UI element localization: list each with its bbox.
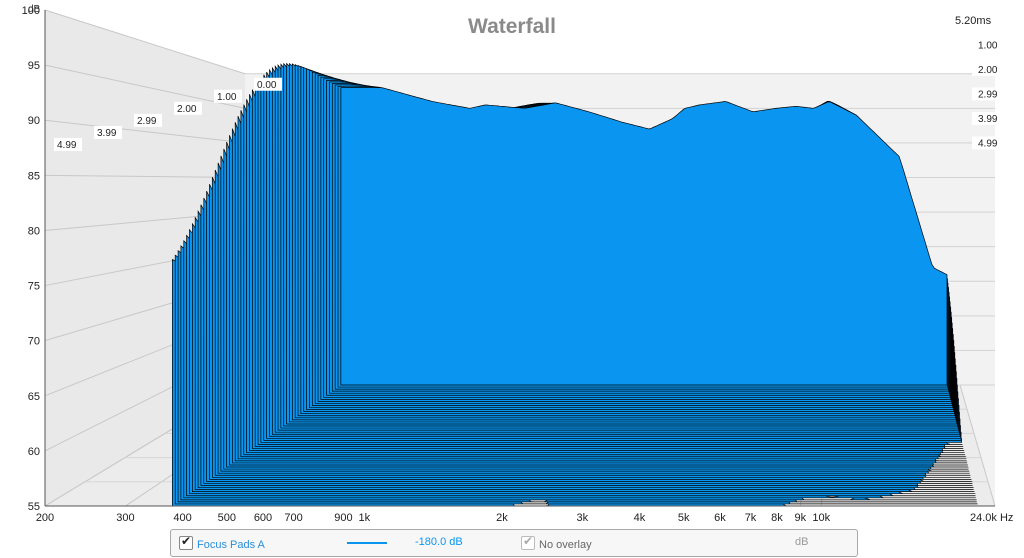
axes: 55 60 65 70 75 80 85 90 95 100 200 300 400 500 600 700 9… xyxy=(22,5,1014,524)
svg-text:1.00: 1.00 xyxy=(217,92,237,103)
x-tick-label: 7k xyxy=(745,512,757,524)
y-tick-label: 60 xyxy=(28,446,40,458)
y-tick-label: 90 xyxy=(28,115,40,127)
time-label-right: 2.99 xyxy=(972,87,1002,101)
x-tick-label: 400 xyxy=(173,512,191,524)
time-label-right: 2.00 xyxy=(972,63,1002,76)
x-tick-label: 2k xyxy=(496,512,508,524)
x-tick-label: 5k xyxy=(678,512,690,524)
x-tick-label: 300 xyxy=(116,512,134,524)
overlay-unit: dB xyxy=(795,536,809,548)
overlay-checkbox[interactable] xyxy=(521,534,535,550)
overlay-label: No overlay xyxy=(539,539,592,551)
time-label-right: 5.20ms xyxy=(955,14,1002,27)
series-checkbox[interactable] xyxy=(179,534,193,550)
x-tick-label: 200 xyxy=(36,512,54,524)
y-tick-label: 55 xyxy=(28,501,40,513)
y-tick-label: 100 xyxy=(22,5,40,17)
y-tick-label: 75 xyxy=(28,281,40,293)
svg-text:4.99: 4.99 xyxy=(978,139,998,150)
time-label-right: 3.99 xyxy=(972,112,1002,125)
svg-text:3.99: 3.99 xyxy=(97,128,117,139)
svg-text:0.00: 0.00 xyxy=(257,80,277,91)
x-tick-label: 700 xyxy=(284,512,302,524)
series-level: -180.0 dB xyxy=(415,536,463,548)
x-tick-label: 900 xyxy=(334,512,352,524)
x-tick-label: 4k xyxy=(634,512,646,524)
svg-text:2.99: 2.99 xyxy=(137,116,157,127)
time-label-right: 1.00 xyxy=(972,38,1002,52)
y-tick-label: 70 xyxy=(28,336,40,348)
series-toggle[interactable]: Focus Pads A xyxy=(179,534,265,551)
waterfall-chart: 55 60 65 70 75 80 85 90 95 100 200 300 400 500 600 700 9… xyxy=(21,4,1014,524)
x-tick-label: 3k xyxy=(577,512,589,524)
legend-bar: Focus Pads A -180.0 dB No overlay dB xyxy=(170,529,858,557)
x-tick-label: 500 xyxy=(218,512,236,524)
time-label-right: 4.99 xyxy=(972,136,1002,150)
x-tick-label: 8k xyxy=(771,512,783,524)
grid-line-y xyxy=(44,9,995,75)
x-tick-label: 10k xyxy=(812,512,830,524)
time-label-left: 1.00 xyxy=(214,89,242,103)
waterfall-slices xyxy=(172,62,978,507)
grid-line-x xyxy=(959,384,996,507)
chart-title: Waterfall xyxy=(468,15,556,38)
x-tick-label: 24.0k Hz xyxy=(970,512,1013,524)
x-tick-label: 9k xyxy=(795,512,807,524)
time-label-left: 0.00 xyxy=(254,77,282,91)
y-tick-label: 85 xyxy=(28,170,40,182)
svg-text:2.00: 2.00 xyxy=(177,104,197,115)
svg-text:1.00: 1.00 xyxy=(978,41,998,52)
x-tick-label: 6k xyxy=(714,512,726,524)
time-label-left: 2.00 xyxy=(174,101,202,115)
svg-text:3.99: 3.99 xyxy=(978,114,998,125)
svg-text:4.99: 4.99 xyxy=(57,140,77,151)
svg-text:2.00: 2.00 xyxy=(978,65,998,76)
y-tick-label: 65 xyxy=(28,391,40,403)
y-unit-label: dB xyxy=(28,4,41,15)
time-label-left: 3.99 xyxy=(94,125,122,139)
y-tick-label: 80 xyxy=(28,225,40,237)
series-color-swatch xyxy=(347,542,387,544)
time-label-left: 4.99 xyxy=(54,138,82,151)
y-tick-label: 95 xyxy=(28,60,40,72)
waterfall-slice xyxy=(340,87,948,386)
svg-text:2.99: 2.99 xyxy=(978,90,998,101)
time-label-left: 2.99 xyxy=(134,113,162,127)
x-tick-label: 600 xyxy=(254,512,272,524)
svg-text:5.20ms: 5.20ms xyxy=(955,15,992,27)
x-tick-label: 1k xyxy=(359,512,371,524)
series-name: Focus Pads A xyxy=(197,539,265,551)
overlay-toggle[interactable]: No overlay xyxy=(521,534,592,551)
